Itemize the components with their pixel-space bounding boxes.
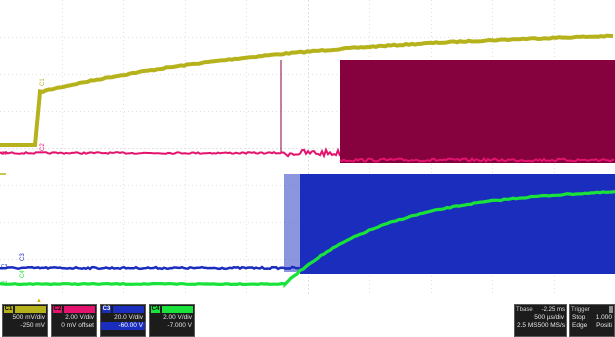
timebase-row2-right: 500 MS/s	[537, 322, 566, 329]
channel-c2-readout[interactable]: C2 2.00 V/div 0 mV offset	[51, 304, 97, 337]
channel-c2-trace	[0, 147, 341, 159]
ground-marker-c2: C2	[1, 151, 8, 157]
timebase-row2-left: 2.5 MS	[517, 322, 538, 329]
channel-c4-trace	[0, 190, 615, 289]
traces	[0, 33, 615, 289]
channel-c4-readout[interactable]: C4 2.00 V/div -7.000 V	[149, 304, 195, 337]
ground-marker-c4: C4	[1, 281, 8, 287]
trigger-position-marker[interactable]: ▲	[36, 298, 42, 304]
channel-trace-label-c3: C3	[20, 253, 26, 261]
channel-c3-coupling	[113, 306, 144, 313]
timebase-delay: -2.25 ms	[541, 306, 565, 313]
channel-c2-tag: C2	[53, 306, 62, 313]
trigger-source-badge	[609, 306, 613, 313]
channel-c3-tag: C3	[102, 306, 111, 313]
trigger-readout[interactable]: Trigger Stop 1.000 Edge Positi	[569, 304, 615, 337]
channel-c3-switching-block	[300, 174, 615, 274]
trigger-title: Trigger	[571, 306, 590, 313]
channel-c1-readout[interactable]: C1 500 mV/div -250 mV	[2, 304, 48, 337]
channel-c2-coupling	[64, 306, 95, 313]
channel-c2-switching-block	[340, 60, 615, 163]
trigger-row2-right: Positi	[596, 322, 612, 329]
channel-c1-trace	[0, 33, 614, 147]
channel-c3-scale: 20.0 V/div	[114, 314, 143, 321]
timebase-readout[interactable]: Tbase -2.25 ms 500 µs/div 2.5 MS 500 MS/…	[514, 304, 567, 337]
trigger-row2-left: Edge	[572, 322, 588, 329]
channel-c4-coupling	[162, 306, 193, 313]
channel-c4-scale: 2.00 V/div	[163, 314, 192, 321]
waveform-display: C1 C2 C3 C4 C2 C3 C4	[0, 0, 615, 296]
channel-trace-label-c2: C2	[40, 143, 46, 151]
channel-trace-label-c4: C4	[20, 270, 26, 278]
channel-trace-label-c1: C1	[40, 78, 46, 86]
channel-c3-offset: -60.00 V	[101, 322, 145, 330]
timebase-row1-right: 500 µs/div	[534, 314, 564, 321]
trigger-row1-right: 1.000	[595, 314, 612, 321]
channel-c4-tag: C4	[151, 306, 160, 313]
channel-c4-offset: -7.000 V	[167, 322, 192, 329]
timebase-title: Tbase	[516, 306, 533, 313]
ground-marker-c3: C3	[1, 264, 8, 270]
channel-c2-scale: 2.00 V/div	[65, 314, 94, 321]
channel-c1-coupling	[15, 306, 46, 313]
channel-c2-offset: 0 mV offset	[61, 322, 94, 329]
channel-c1-tag: C1	[4, 306, 13, 313]
channel-c2-lower-edge	[339, 156, 615, 164]
channel-c1-scale: 500 mV/div	[12, 314, 45, 321]
channel-c1-offset: -250 mV	[20, 322, 45, 329]
channel-c3-trace	[0, 265, 301, 271]
trigger-row1-left: Stop	[572, 314, 586, 321]
channel-c3-readout[interactable]: C3 20.0 V/div -60.00 V	[100, 304, 146, 337]
channel-markers: C1 C2 C3 C4 C2 C3 C4	[0, 78, 46, 287]
